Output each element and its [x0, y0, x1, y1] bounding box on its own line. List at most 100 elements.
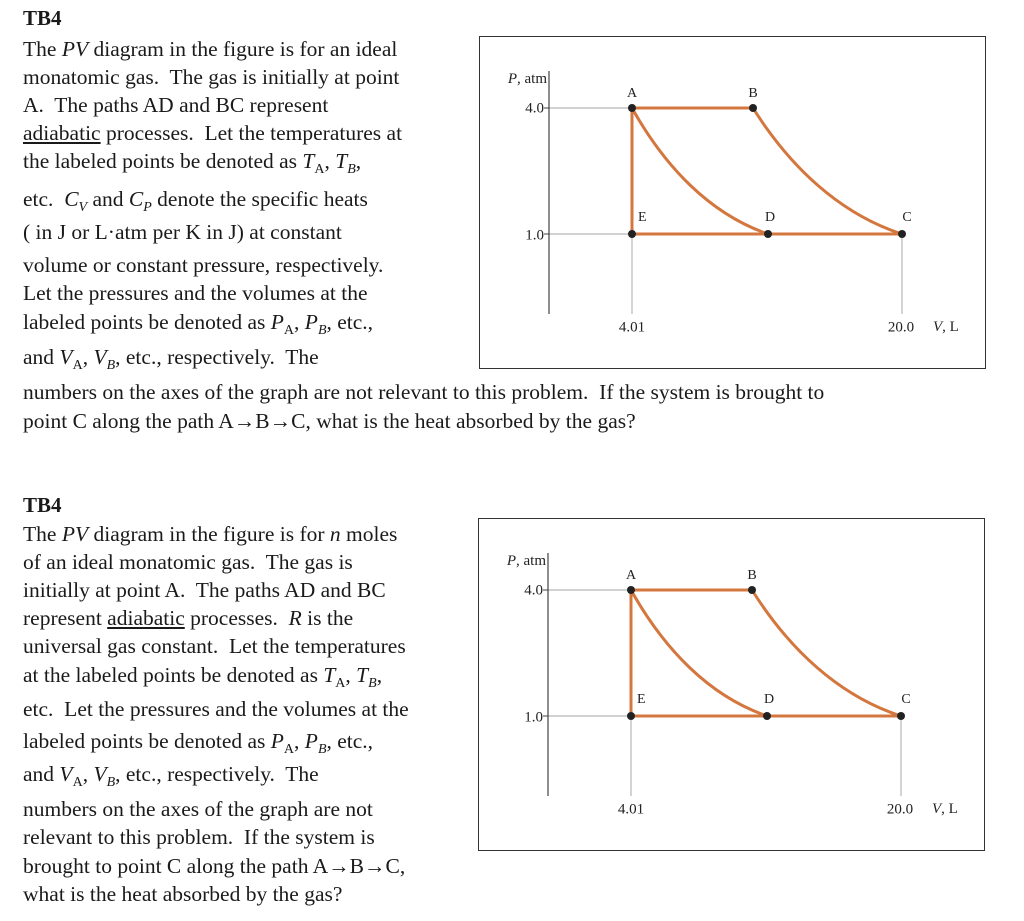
text-run: B — [106, 358, 116, 373]
text-run: , atm — [517, 71, 547, 87]
v-tick-label: 20.0 — [887, 801, 913, 817]
text-line: initially at point A. The paths AD and B… — [23, 576, 386, 604]
text-run: , etc., respectively. The — [115, 345, 319, 369]
text-run: , — [82, 762, 94, 786]
text-run: brought to point C along the path A→B→C, — [23, 854, 406, 878]
point-label: E — [638, 210, 647, 225]
state-point — [628, 104, 636, 112]
text-run: denote the specific heats — [151, 187, 368, 211]
adiabat — [750, 589, 902, 718]
text-line: universal gas constant. Let the temperat… — [23, 632, 406, 660]
text-run: The — [23, 37, 62, 61]
text-line: and VA, VB, etc., respectively. The — [23, 760, 319, 797]
state-point — [748, 586, 756, 594]
state-point — [764, 230, 772, 238]
text-run: moles — [340, 522, 398, 546]
v-tick-label: 4.01 — [618, 801, 644, 817]
text-line: Let the pressures and the volumes at the — [23, 279, 368, 307]
text-run: T — [335, 149, 348, 173]
text-line: brought to point C along the path A→B→C, — [23, 852, 405, 880]
text-run: relevant to this problem. If the system … — [23, 825, 375, 849]
text-run: numbers on the axes of the graph are not — [23, 797, 373, 821]
text-run: , L — [941, 801, 958, 817]
text-line: the labeled points be denoted as TA, TB, — [23, 147, 361, 184]
text-run: Let the pressures and the volumes at the — [23, 281, 368, 305]
text-run: diagram in the figure is for an ideal — [88, 37, 398, 61]
text-run: C — [64, 187, 79, 211]
text-line: The PV diagram in the figure is for an i… — [23, 35, 397, 63]
text-run: P — [143, 200, 152, 215]
text-run: point C along the path A→B→C, what is th… — [23, 409, 636, 433]
state-point — [897, 712, 905, 720]
text-run: A — [335, 676, 346, 691]
axis-label: V, L — [933, 319, 959, 335]
text-run: A — [283, 742, 295, 757]
text-run: A — [72, 775, 83, 790]
text-run: B — [317, 742, 327, 757]
text-line: The PV diagram in the figure is for n mo… — [23, 520, 397, 548]
adiabat — [630, 107, 769, 236]
text-line: numbers on the axes of the graph are not… — [23, 378, 824, 406]
text-line: of an ideal monatomic gas. The gas is — [23, 548, 353, 576]
text-run: V — [932, 801, 943, 817]
heading: TB4 — [23, 493, 62, 517]
text-run: , — [294, 310, 305, 334]
point-label: B — [747, 568, 756, 583]
axis-label: P, atm — [506, 553, 546, 569]
text-run: P — [507, 71, 517, 87]
text-run: and — [87, 187, 129, 211]
v-tick-label: 20.0 — [888, 319, 914, 335]
point-label: A — [627, 86, 638, 101]
heading: TB4 — [23, 6, 62, 30]
text-run: processes. — [184, 606, 289, 630]
text-line: labeled points be denoted as PA, PB, etc… — [23, 727, 373, 764]
point-label: D — [764, 692, 774, 707]
text-run: V — [78, 200, 88, 215]
text-run: , etc., — [326, 310, 374, 334]
point-label: A — [626, 568, 637, 583]
text-run: , — [324, 149, 336, 173]
text-line: what is the heat absorbed by the gas? — [23, 880, 342, 908]
text-line: monatomic gas. The gas is initially at p… — [23, 63, 399, 91]
text-run: V — [93, 762, 107, 786]
text-run: , — [355, 149, 362, 173]
text-run: at the labeled points be denoted as — [23, 663, 324, 687]
text-run: PV — [61, 522, 89, 546]
text-run: monatomic gas. The gas is initially at p… — [23, 65, 400, 89]
text-run: and — [23, 345, 60, 369]
text-run: initially at point A. The paths AD and B… — [23, 578, 386, 602]
text-run: A — [314, 162, 325, 177]
state-point — [628, 230, 636, 238]
p-tick-label: 1.0 — [525, 227, 544, 243]
text-line: volume or constant pressure, respectivel… — [23, 251, 383, 279]
text-run: etc. — [23, 187, 65, 211]
text-run: T — [302, 149, 315, 173]
text-run: , etc., — [326, 729, 374, 753]
text-run: V — [93, 345, 107, 369]
state-point — [749, 104, 757, 112]
text-run: V — [59, 762, 73, 786]
text-run: adiabatic — [107, 606, 185, 630]
text-line: etc. CV and CP denote the specific heats — [23, 185, 368, 222]
text-run: labeled points be denoted as — [23, 310, 271, 334]
text-line: labeled points be denoted as PA, PB, etc… — [23, 308, 373, 345]
point-label: D — [765, 210, 775, 225]
axis-label: V, L — [932, 801, 958, 817]
text-run: T — [356, 663, 369, 687]
text-run: , — [82, 345, 94, 369]
text-run: P — [304, 310, 318, 334]
text-run: A. The paths AD and BC represent — [23, 93, 329, 117]
text-run: P — [506, 553, 516, 569]
text-run: B — [368, 676, 377, 691]
text-line: relevant to this problem. If the system … — [23, 823, 375, 851]
text-run: P — [270, 729, 284, 753]
text-run: , — [376, 663, 383, 687]
text-run: , — [345, 663, 357, 687]
text-run: the labeled points be denoted as — [23, 149, 303, 173]
text-run: etc. Let the pressures and the volumes a… — [23, 697, 409, 721]
text-line: ( in J or L·atm per K in J) at constant — [23, 218, 342, 246]
text-run: V — [933, 319, 944, 335]
state-point — [627, 712, 635, 720]
p-tick-label: 4.0 — [524, 582, 543, 598]
text-run: and — [23, 762, 60, 786]
